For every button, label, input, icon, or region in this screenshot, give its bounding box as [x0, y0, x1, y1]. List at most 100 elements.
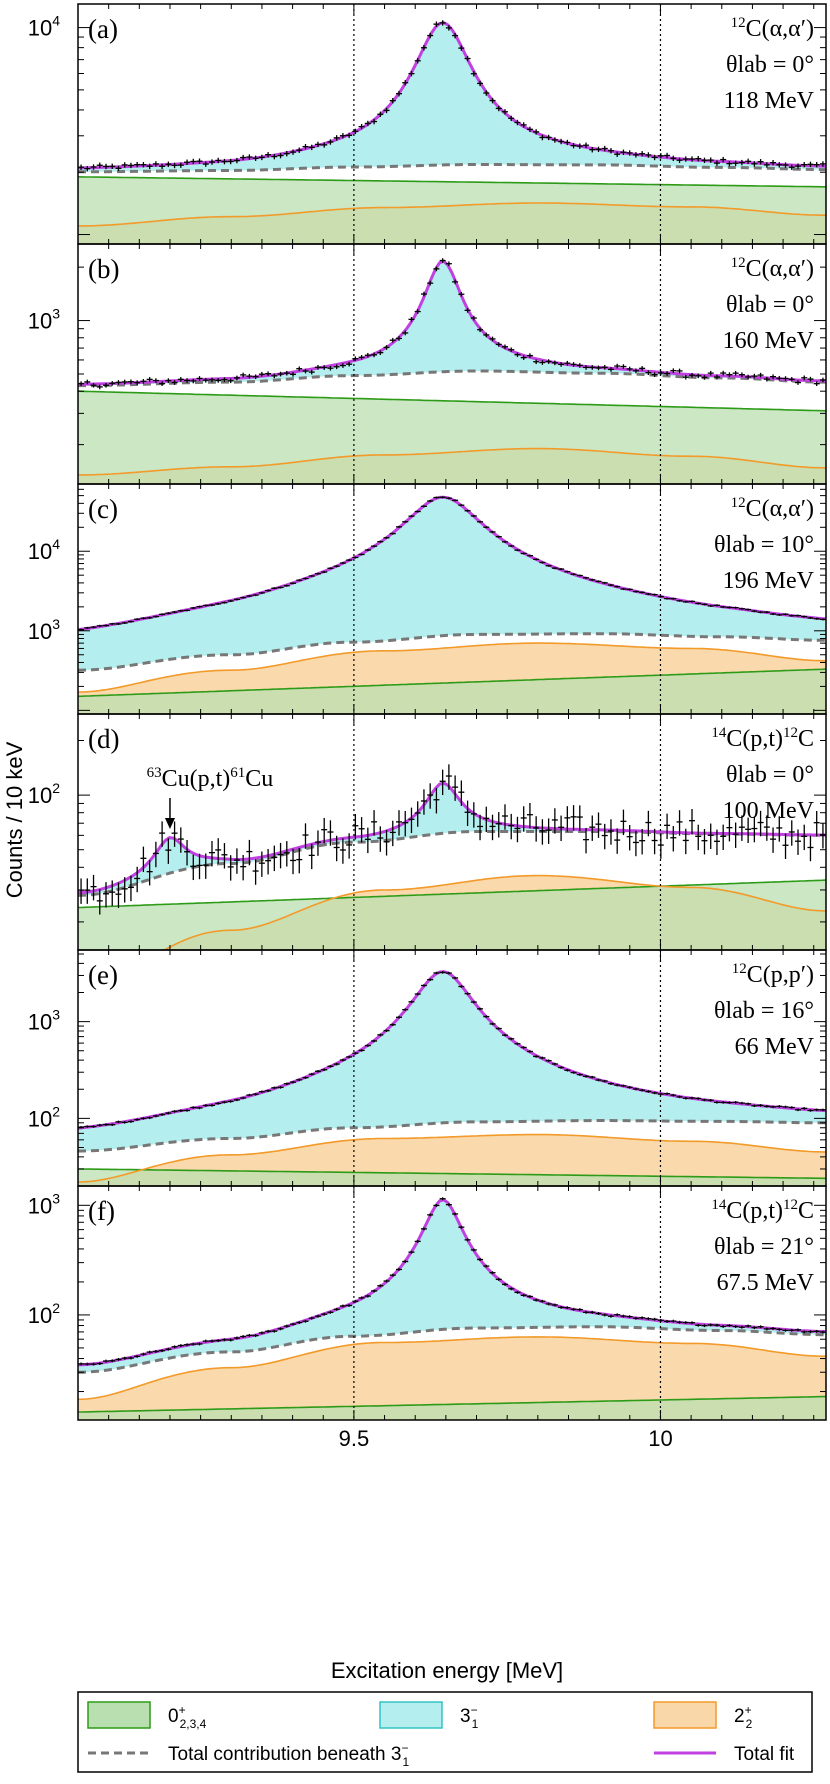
- data-point: [501, 804, 508, 830]
- data-point: [227, 1338, 234, 1342]
- data-point: [819, 618, 826, 621]
- data-point: [165, 1347, 172, 1351]
- data-point: [121, 162, 128, 168]
- data-point: [707, 604, 714, 607]
- data-point: [576, 1073, 583, 1076]
- data-point: [489, 336, 496, 342]
- data-point: [695, 602, 702, 605]
- data-point: [339, 1304, 346, 1308]
- energy-label: 67.5 MeV: [717, 1270, 815, 1296]
- data-point: [103, 382, 110, 388]
- data-point: [738, 815, 745, 841]
- data-point: [639, 591, 646, 594]
- data-point: [140, 162, 147, 168]
- data-point: [90, 382, 97, 388]
- data-point: [290, 1322, 297, 1326]
- data-point: [545, 564, 552, 567]
- data-point: [732, 1325, 739, 1329]
- data-point: [445, 25, 452, 31]
- series-0plus-line: [78, 1168, 826, 1180]
- data-point: [127, 875, 134, 902]
- data-point: [427, 500, 434, 503]
- data-point: [140, 846, 147, 873]
- data-point: [682, 1097, 689, 1100]
- data-point: [477, 80, 484, 87]
- data-point: [396, 525, 403, 528]
- data-point: [689, 1321, 696, 1325]
- data-point: [121, 877, 128, 903]
- data-point: [464, 308, 471, 313]
- data-point: [614, 828, 621, 854]
- data-point: [258, 591, 265, 594]
- angle-label: θlab = 21°: [714, 1234, 814, 1260]
- total-fit-line: [78, 1198, 826, 1367]
- data-point: [271, 1086, 278, 1090]
- panel-label: (b): [88, 254, 119, 284]
- series-2plus-line: [78, 642, 826, 693]
- data-point: [84, 626, 91, 629]
- data-point: [707, 370, 714, 376]
- data-point: [626, 1315, 633, 1319]
- data-point: [177, 609, 184, 612]
- data-point: [794, 1108, 801, 1112]
- data-point: [776, 1105, 783, 1108]
- data-point: [78, 381, 85, 386]
- total-fit-line: [78, 21, 826, 170]
- data-point: [458, 45, 465, 51]
- data-point: [433, 971, 440, 975]
- data-point: [583, 576, 590, 579]
- data-point: [96, 624, 103, 627]
- data-point: [501, 1282, 508, 1286]
- series-2plus-line: [78, 1336, 826, 1401]
- panel-label: (c): [88, 494, 118, 524]
- data-point: [196, 605, 203, 608]
- data-point: [526, 353, 533, 358]
- data-point: [420, 291, 427, 297]
- data-point: [495, 812, 502, 838]
- data-point: [664, 1092, 671, 1095]
- data-point: [246, 1333, 253, 1337]
- data-point: [414, 510, 421, 513]
- data-point: [277, 842, 284, 869]
- data-point: [558, 138, 565, 145]
- data-point: [445, 764, 452, 790]
- data-point: [258, 154, 265, 161]
- data-point: [701, 1324, 708, 1328]
- panel-c: 103 104 (c) 12C(α,α′) θlab = 10° 196 MeV: [28, 483, 827, 715]
- data-point: [670, 1093, 677, 1097]
- data-point: [240, 1335, 247, 1338]
- data-point: [146, 163, 153, 169]
- data-point: [533, 1298, 540, 1302]
- total-beneath-line: [78, 163, 826, 174]
- data-point: [246, 594, 253, 598]
- data-point: [707, 1098, 714, 1102]
- data-point: [757, 1325, 764, 1329]
- data-point: [377, 1033, 384, 1037]
- data-point: [489, 1022, 496, 1026]
- data-point: [427, 32, 434, 39]
- data-point: [221, 601, 228, 604]
- data-point: [695, 373, 702, 379]
- data-point: [738, 1101, 745, 1105]
- data-point: [807, 376, 814, 382]
- data-point: [84, 379, 91, 385]
- data-point: [757, 810, 764, 837]
- data-point: [770, 374, 777, 379]
- data-point: [801, 824, 808, 851]
- data-point: [508, 1037, 515, 1041]
- data-point: [514, 1042, 521, 1046]
- data-point: [551, 137, 558, 143]
- data-point: [551, 567, 558, 570]
- data-point: [134, 161, 141, 168]
- data-point: [807, 1330, 814, 1334]
- x-tick-label: 10: [648, 1426, 672, 1451]
- data-point: [526, 1295, 533, 1298]
- data-point: [676, 1095, 683, 1099]
- data-point: [103, 882, 110, 908]
- data-point: [689, 600, 696, 603]
- data-point: [651, 1317, 658, 1321]
- data-point: [732, 822, 739, 848]
- data-point: [240, 1096, 247, 1100]
- data-point: [576, 574, 583, 577]
- data-point: [682, 600, 689, 603]
